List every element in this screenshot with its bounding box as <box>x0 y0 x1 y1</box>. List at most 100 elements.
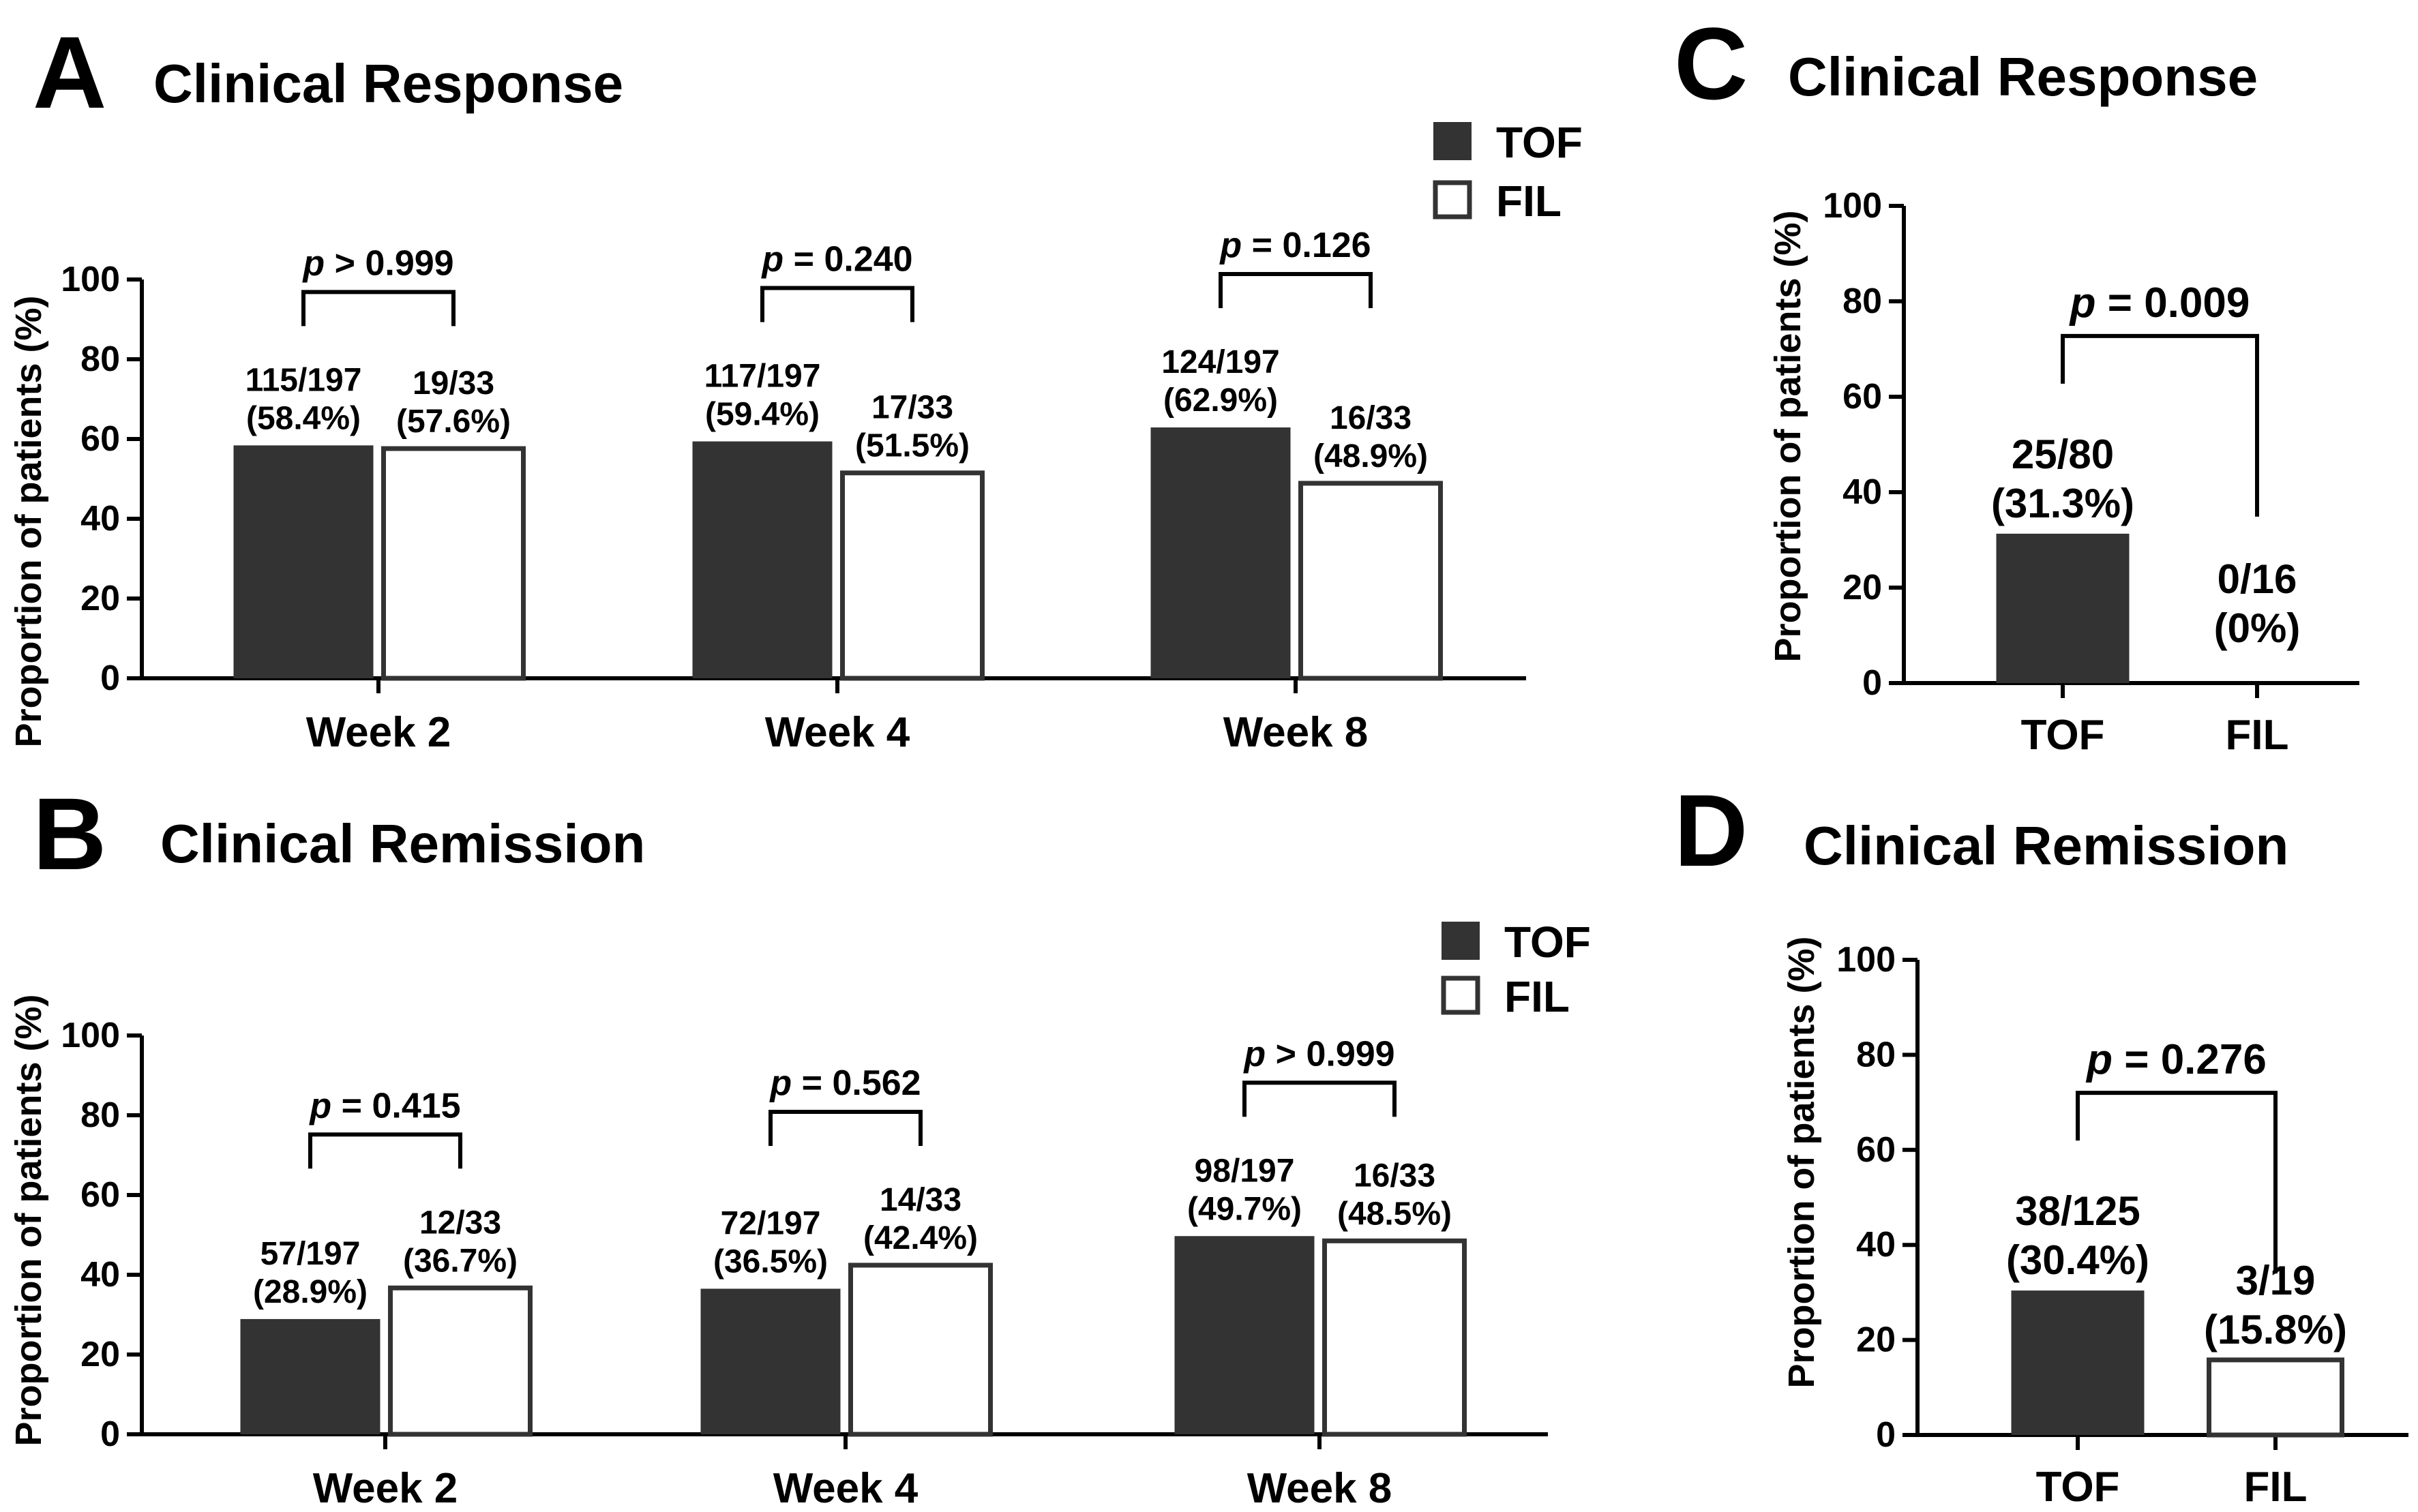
panel-a-plot: 0 20 40 60 80 100 Week 2 115/197(58.4%) 19/33(57… <box>61 118 1583 756</box>
x-category-label: Week 8 <box>1223 709 1369 756</box>
p-value-text: = 0.126 <box>1242 226 1371 265</box>
bar-fil <box>1322 1238 1467 1437</box>
y-tick-label: 40 <box>80 499 120 539</box>
data-label-count: 19/33 <box>413 365 494 402</box>
data-label-percent: (36.7%) <box>403 1243 518 1279</box>
legend-swatch-fil <box>1441 976 1480 1015</box>
data-label-percent: (31.3%) <box>1991 481 2134 526</box>
significance-bracket <box>768 1109 923 1146</box>
x-category-label: FIL <box>2244 1464 2308 1511</box>
data-label-count: 25/80 <box>2012 432 2114 477</box>
panel-letter: C <box>1674 6 1748 121</box>
p-symbol: p <box>308 1086 331 1125</box>
legend-label-fil: FIL <box>1504 972 1570 1021</box>
panel-title: Clinical Response <box>153 53 623 114</box>
data-label-percent: (48.9%) <box>1313 438 1428 474</box>
data-label-count: 124/197 <box>1161 344 1280 380</box>
y-tick-label: 80 <box>80 1095 120 1135</box>
p-value-label: p = 0.009 <box>2069 279 2250 327</box>
data-label-count: 117/197 <box>704 359 821 395</box>
p-symbol: p <box>2085 1036 2113 1083</box>
legend-swatch-tof <box>1433 122 1472 160</box>
y-tick-label: 40 <box>1856 1225 1896 1265</box>
data-label-count: 115/197 <box>245 362 362 398</box>
data-label-percent: (28.9%) <box>253 1274 368 1310</box>
legend-label-tof: TOF <box>1504 918 1591 967</box>
panel-letter: A <box>33 15 106 130</box>
y-tick-label: 40 <box>1842 472 1882 512</box>
bar-tof <box>1174 1236 1315 1434</box>
bar-fil <box>388 1285 533 1437</box>
bar-fil <box>381 446 526 681</box>
data-label-percent: (42.4%) <box>863 1220 978 1256</box>
p-value-label: p > 0.999 <box>1242 1034 1394 1074</box>
significance-bracket <box>760 286 914 322</box>
bar-tof <box>2011 1290 2145 1435</box>
y-tick-label: 0 <box>1876 1415 1896 1455</box>
y-tick-label: 80 <box>80 339 120 379</box>
y-tick-label: 0 <box>100 1415 120 1454</box>
y-tick-label: 100 <box>1823 186 1882 226</box>
legend-swatch-fil <box>1433 180 1472 220</box>
y-tick-label: 60 <box>80 419 120 459</box>
significance-bracket <box>301 290 456 327</box>
data-label-percent: (49.7%) <box>1187 1191 1302 1227</box>
panel-d-plot: 020406080100TOF38/125(30.4%)FIL3/19(15.8… <box>1836 940 2408 1511</box>
data-label-count: 16/33 <box>1354 1158 1435 1194</box>
panel-title: Clinical Response <box>1788 46 2258 107</box>
p-symbol: p <box>1242 1034 1266 1074</box>
y-axis-title: Proportion of patients (%) <box>1767 211 1808 663</box>
data-label-count: 16/33 <box>1330 400 1412 436</box>
y-tick-label: 100 <box>61 1016 120 1055</box>
significance-bracket <box>1242 1080 1397 1117</box>
legend-swatch-tof <box>1442 922 1480 960</box>
bar-tof <box>233 445 374 678</box>
y-tick-label: 60 <box>1856 1130 1896 1170</box>
data-label-percent: (57.6%) <box>396 404 511 440</box>
data-label-percent: (58.4%) <box>246 400 361 436</box>
significance-bracket <box>2061 333 2259 517</box>
x-category-label: Week 8 <box>1247 1465 1392 1512</box>
bar-tof <box>240 1318 380 1434</box>
x-category-label: FIL <box>2226 712 2289 759</box>
y-tick-label: 20 <box>80 579 120 618</box>
x-category-label: Week 4 <box>773 1465 919 1512</box>
y-tick-label: 20 <box>80 1335 120 1374</box>
panel-c-plot: 0 20 40 60 80 100 TOF 25/80(31.3%) FIL 0/16(0%) p … <box>1823 186 2359 759</box>
y-tick-label: 80 <box>1842 282 1882 321</box>
data-label-percent: (0%) <box>2214 605 2301 651</box>
x-category-label: Week 2 <box>313 1465 458 1512</box>
bar-fil <box>2207 1357 2344 1438</box>
p-value-label: p = 0.276 <box>2085 1036 2267 1083</box>
bar-fil <box>840 470 985 681</box>
p-symbol: p <box>1219 226 1242 265</box>
p-symbol: p <box>768 1063 792 1103</box>
p-value-text: > 0.999 <box>325 243 453 283</box>
data-label-percent: (62.9%) <box>1163 382 1278 419</box>
y-tick-label: 0 <box>1862 663 1882 703</box>
panel-d-clinical-remission-overall: D Clinical Remission Proportion of patie… <box>1674 773 2408 1511</box>
p-value-text: = 0.240 <box>783 240 912 279</box>
y-tick-label: 60 <box>1842 377 1882 417</box>
y-tick-label: 0 <box>100 659 120 698</box>
data-label-percent: (48.5%) <box>1337 1196 1452 1232</box>
y-tick-label: 100 <box>61 260 120 299</box>
p-value-label: p = 0.562 <box>768 1063 921 1103</box>
y-tick-label: 100 <box>1836 940 1896 980</box>
y-axis-title: Proportion of patients (%) <box>8 296 49 748</box>
p-value-label: p = 0.240 <box>760 240 912 279</box>
p-symbol: p <box>301 243 325 283</box>
y-tick-label: 80 <box>1856 1035 1896 1074</box>
panel-b-clinical-remission-by-week: B Clinical Remission Proportion of patie… <box>8 776 1591 1512</box>
significance-bracket <box>2076 1091 2278 1274</box>
p-value-label: p = 0.415 <box>308 1086 460 1125</box>
p-value-text: = 0.562 <box>792 1063 921 1103</box>
y-axis-title: Proportion of patients (%) <box>1781 937 1822 1389</box>
x-category-label: TOF <box>2036 1464 2120 1511</box>
y-tick-label: 60 <box>80 1175 120 1215</box>
bar-tof <box>1996 533 2130 683</box>
data-label-count: 72/197 <box>721 1205 821 1241</box>
y-tick-label: 20 <box>1856 1320 1896 1360</box>
data-label-count: 0/16 <box>2218 556 2297 602</box>
